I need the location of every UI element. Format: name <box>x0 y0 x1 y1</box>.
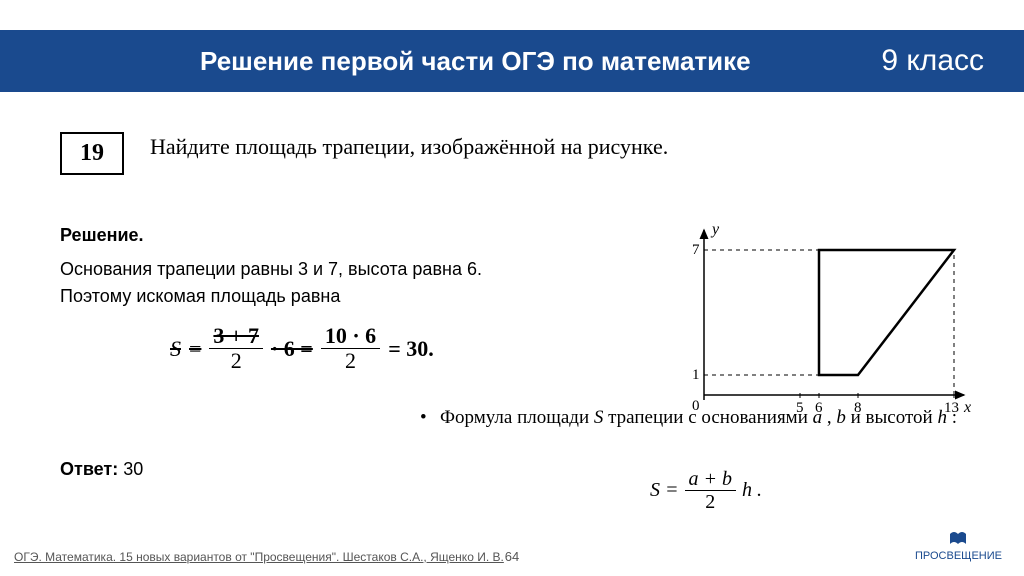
svg-text:x: x <box>963 399 971 416</box>
svg-text:8: 8 <box>854 400 862 416</box>
area-formula: S = a + b 2 h . <box>650 468 762 513</box>
sf-tail: h . <box>742 479 762 502</box>
problem-text: Найдите площадь трапеции, изображённой н… <box>150 132 668 163</box>
solution-line-1: Основания трапеции равны 3 и 7, высота р… <box>60 256 580 283</box>
fraction-num: 3 + 7 <box>209 324 263 349</box>
header-bar: Решение первой части ОГЭ по математике 9… <box>0 30 1024 92</box>
svg-text:0: 0 <box>692 398 700 414</box>
svg-text:13: 13 <box>944 400 959 416</box>
fraction2-num: 10 · 6 <box>321 324 380 349</box>
eq-sign: = <box>189 336 201 362</box>
svg-text:6: 6 <box>815 400 823 416</box>
svg-text:5: 5 <box>796 400 804 416</box>
header-title: Решение первой части ОГЭ по математике <box>200 46 857 77</box>
sf-lhs: S = <box>650 479 679 502</box>
fraction-den: 2 <box>227 349 246 373</box>
svg-text:7: 7 <box>692 242 700 258</box>
solution-heading: Решение. <box>60 225 580 246</box>
solution-formula: S = 3 + 7 2 · 6 = 10 · 6 2 = 30. <box>60 324 580 373</box>
answer-value: 30 <box>123 459 143 479</box>
eq-result: = 30. <box>388 336 434 362</box>
answer-label: Ответ: <box>60 459 118 479</box>
page-number: 64 <box>505 549 519 564</box>
fraction2-den: 2 <box>341 349 360 373</box>
sf-num: a + b <box>685 468 737 491</box>
logo-text: ПРОСВЕЩЕНИЕ <box>915 550 1002 562</box>
svg-text:y: y <box>710 221 720 238</box>
sf-den: 2 <box>701 491 719 513</box>
answer-row: Ответ: 30 <box>60 459 984 480</box>
publisher-logo: ПРОСВЕЩЕНИЕ <box>915 530 1002 562</box>
problem-number-badge: 19 <box>60 132 124 175</box>
svg-text:1: 1 <box>692 367 700 383</box>
trapezoid-chart: 7 1 0 5 6 8 13 x y <box>664 220 974 420</box>
footer-source: ОГЭ. Математика. 15 новых вариантов от "… <box>14 550 504 564</box>
formula-lhs: S <box>170 336 181 362</box>
solution-line-2: Поэтому искомая площадь равна <box>60 283 580 310</box>
mult: · 6 = <box>271 336 313 362</box>
header-grade: 9 класс <box>881 44 984 78</box>
